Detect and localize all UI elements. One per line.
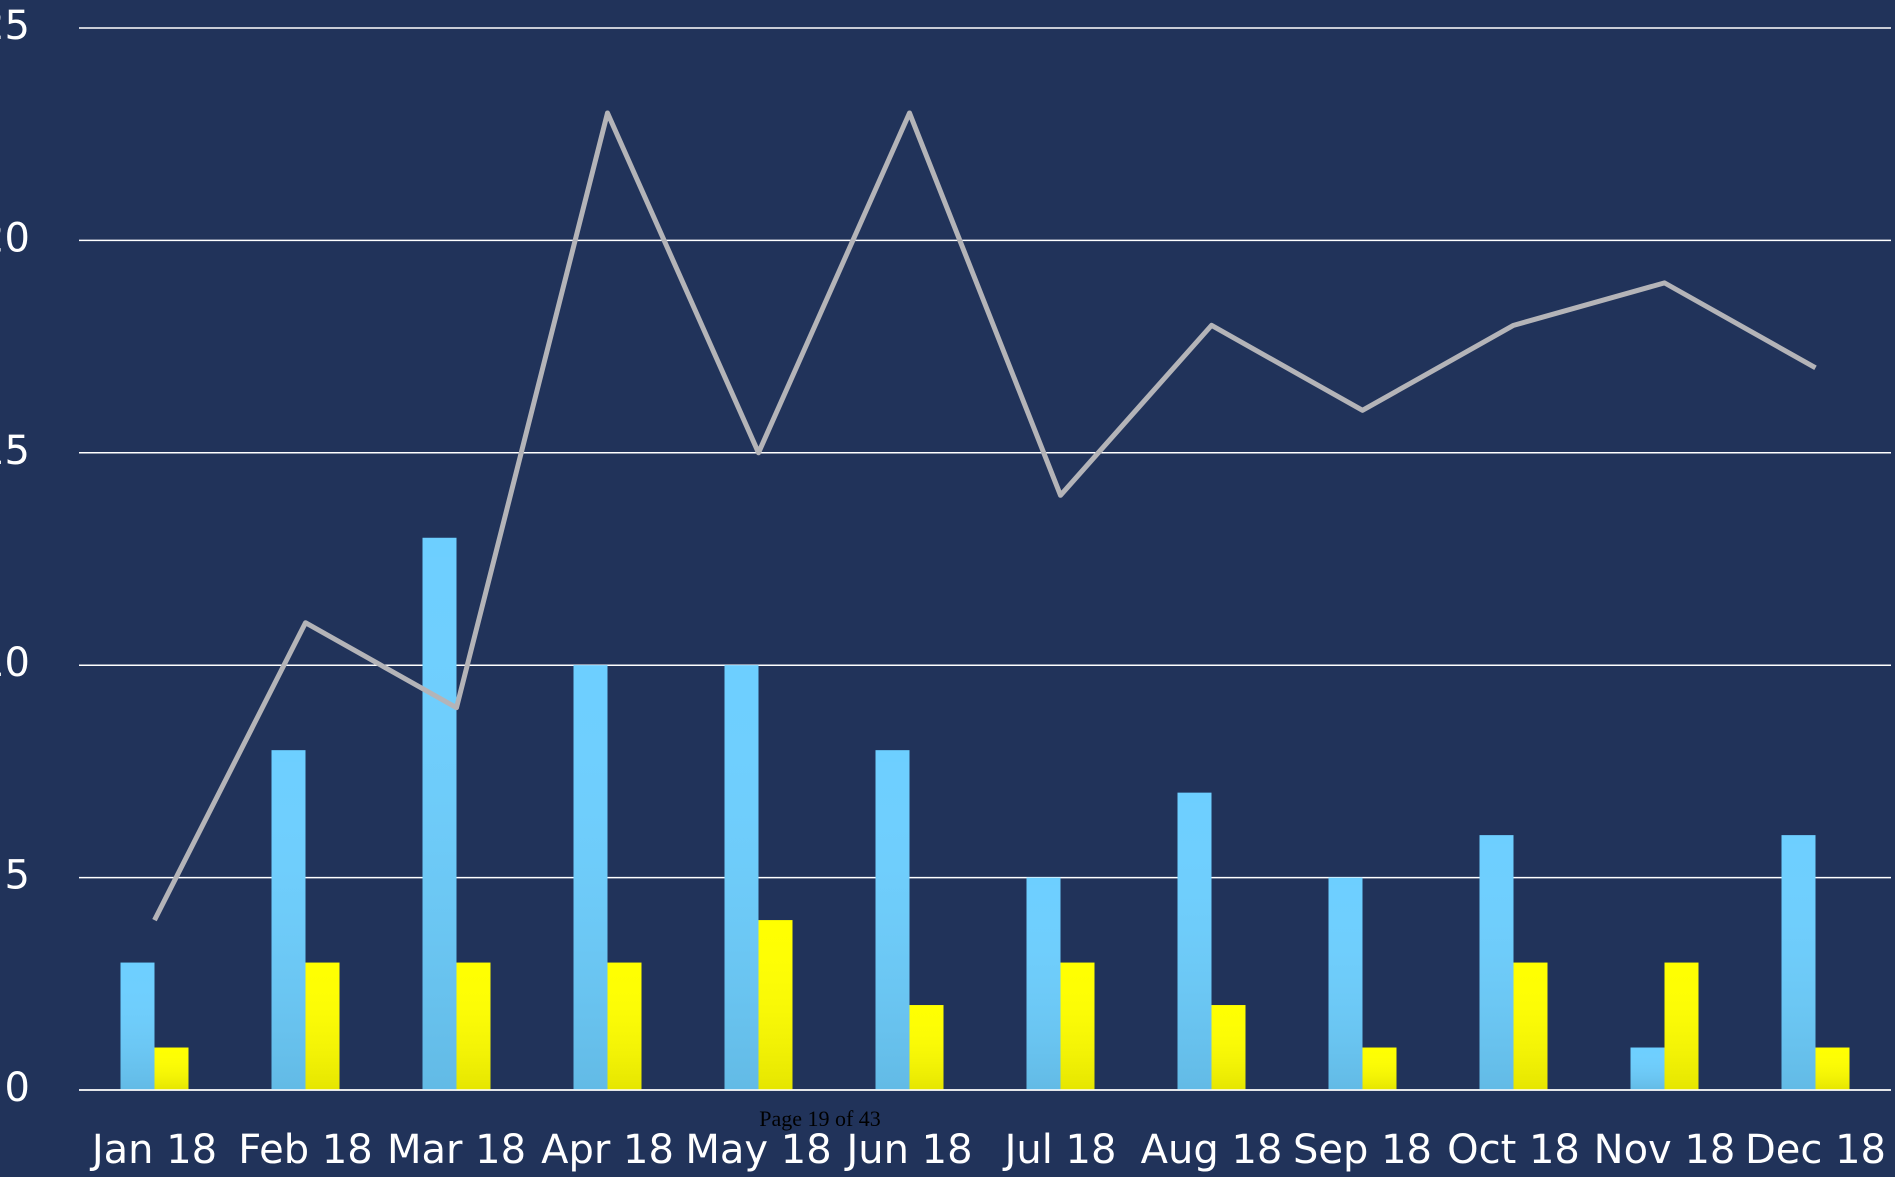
bar bbox=[1781, 835, 1816, 1090]
x-tick-label: Dec 18 bbox=[1745, 1127, 1886, 1173]
bar bbox=[1815, 1047, 1850, 1090]
bar bbox=[758, 920, 793, 1090]
page-footer: Page 19 of 43 bbox=[759, 1106, 881, 1131]
y-tick-label: 10 bbox=[0, 640, 30, 686]
y-tick-label: 5 bbox=[5, 853, 30, 899]
bar bbox=[422, 537, 457, 1090]
bar bbox=[909, 1005, 944, 1090]
x-tick-label: Sep 18 bbox=[1293, 1127, 1432, 1173]
x-tick-label: Feb 18 bbox=[238, 1127, 372, 1173]
x-tick-label: Jan 18 bbox=[89, 1127, 217, 1173]
y-tick-label: 15 bbox=[0, 428, 30, 474]
bar bbox=[724, 665, 759, 1090]
y-tick-label: 0 bbox=[5, 1065, 30, 1111]
bar bbox=[1026, 877, 1061, 1090]
bar bbox=[1479, 835, 1514, 1090]
bar bbox=[1177, 792, 1212, 1090]
bar bbox=[1060, 962, 1095, 1090]
y-tick-label: 25 bbox=[0, 3, 30, 49]
x-tick-label: Oct 18 bbox=[1447, 1127, 1580, 1173]
bar bbox=[456, 962, 491, 1090]
bar bbox=[1630, 1047, 1665, 1090]
x-tick-label: Apr 18 bbox=[541, 1127, 674, 1173]
x-tick-label: Aug 18 bbox=[1141, 1127, 1283, 1173]
x-tick-label: May 18 bbox=[685, 1127, 831, 1173]
line bbox=[152, 110, 1817, 922]
y-tick-label: 20 bbox=[0, 215, 30, 261]
bar bbox=[1664, 962, 1699, 1090]
bar bbox=[1328, 877, 1363, 1090]
bar bbox=[607, 962, 642, 1090]
x-tick-label: Nov 18 bbox=[1594, 1127, 1736, 1173]
x-tick-label: Jul 18 bbox=[1002, 1127, 1117, 1173]
bar bbox=[271, 750, 306, 1090]
bar bbox=[573, 665, 608, 1090]
bar bbox=[305, 962, 340, 1090]
x-tick-label: Jun 18 bbox=[843, 1127, 972, 1173]
bar bbox=[154, 1047, 189, 1090]
bar bbox=[1362, 1047, 1397, 1090]
x-tick-label: Mar 18 bbox=[387, 1127, 526, 1173]
bar bbox=[1211, 1005, 1246, 1090]
bar bbox=[120, 962, 155, 1090]
bar bbox=[1513, 962, 1548, 1090]
bar bbox=[875, 750, 910, 1090]
